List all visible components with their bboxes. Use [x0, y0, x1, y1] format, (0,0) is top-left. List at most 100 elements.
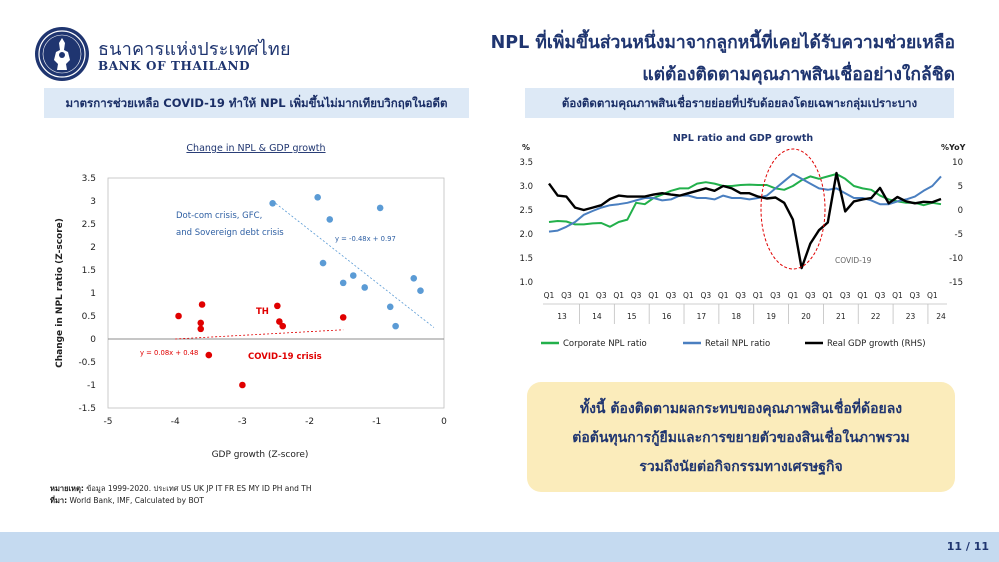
- year-tick-label: 13: [557, 312, 567, 321]
- scatter-point-covid: [239, 381, 246, 389]
- slide-headline: NPL ที่เพิ่มขึ้นส่วนหนึ่งมาจากลูกหนี้ที่…: [435, 27, 955, 91]
- crises-trend-equation: y = -0.48x + 0.97: [335, 235, 396, 243]
- left-axis-tick-label: 2.5: [519, 206, 533, 216]
- scatter-point-covid: [279, 322, 287, 330]
- quarter-tick-label: Q1: [822, 291, 833, 300]
- callout-line-2: ต่อต้นทุนการกู้ยืมและการขยายตัวของสินเชื…: [572, 430, 910, 446]
- left-panel-subheading: มาตรการช่วยเหลือ COVID-19 ทำให้ NPL เพิ่…: [44, 88, 469, 118]
- scatter-point-crises: [417, 287, 424, 294]
- headline-line-2: แต่ต้องติดตามคุณภาพสินเชื่ออย่างใกล้ชิด: [642, 65, 955, 85]
- year-tick-label: 23: [906, 312, 916, 321]
- scatter-x-tick-label: -2: [305, 417, 314, 427]
- scatter-y-axis-label: Change in NPL ratio (Z-score): [55, 218, 65, 368]
- footnote: หมายเหตุ: ข้อมูล 1999-2020. ประเทศ US UK…: [50, 483, 312, 495]
- left-axis-tick-label: 3.0: [519, 182, 533, 192]
- trend-line-covid: [175, 329, 344, 340]
- year-tick-label: 16: [662, 312, 672, 321]
- year-tick-label: 15: [627, 312, 637, 321]
- covid-trend-equation: y = 0.08x + 0.48: [140, 349, 198, 357]
- scatter-y-tick-label: 3.5: [82, 174, 96, 184]
- trend-line-crises: [272, 200, 435, 328]
- retail-npl-line: [548, 173, 942, 233]
- legend-label: Real GDP growth (RHS): [827, 339, 926, 349]
- quarter-tick-label: Q3: [666, 291, 677, 300]
- quarter-tick-label: Q1: [613, 291, 624, 300]
- crises-series-label-line-2: and Sovereign debt crisis: [176, 228, 284, 238]
- scatter-point-crises: [392, 322, 399, 330]
- legend-label: Corporate NPL ratio: [563, 339, 647, 349]
- quarter-tick-label: Q1: [857, 291, 868, 300]
- quarter-tick-label: Q3: [735, 291, 746, 300]
- year-tick-label: 21: [836, 312, 846, 321]
- quarter-tick-label: Q1: [544, 291, 555, 300]
- scatter-point-covid: [274, 302, 281, 310]
- scatter-point-crises: [349, 272, 357, 279]
- scatter-y-tick-label: 2: [90, 243, 96, 253]
- scatter-x-tick-label: -3: [238, 417, 247, 427]
- right-axis-tick-label: 10: [952, 158, 963, 168]
- quarter-tick-label: Q3: [596, 291, 607, 300]
- quarter-tick-label: Q3: [875, 291, 886, 300]
- source-text: World Bank, IMF, Calculated by BOT: [69, 496, 205, 505]
- quarter-tick-label: Q1: [648, 291, 659, 300]
- line-chart-title: NPL ratio and GDP growth: [673, 133, 814, 144]
- scatter-y-tick-label: 0.5: [82, 312, 96, 322]
- callout-line-1: ทั้งนี้ ต้องติดตามผลกระทบของคุณภาพสินเชื…: [579, 401, 903, 417]
- scatter-x-tick-label: -1: [372, 417, 381, 427]
- left-axis-tick-label: 3.5: [519, 158, 533, 168]
- scatter-chart-title: Change in NPL & GDP growth: [186, 143, 325, 154]
- quarter-tick-label: Q1: [788, 291, 799, 300]
- scatter-point-covid: [198, 301, 206, 308]
- bank-seal-logo: [35, 27, 89, 81]
- scatter-y-tick-label: -0.5: [78, 358, 96, 368]
- year-tick-label: 24: [936, 312, 946, 321]
- scatter-point-covid: [197, 319, 205, 327]
- covid-highlight-ellipse: [760, 148, 826, 270]
- right-axis-tick-label: 5: [958, 182, 963, 192]
- scatter-point-covid: [276, 318, 283, 325]
- quarter-tick-label: Q3: [910, 291, 921, 300]
- scatter-point-crises: [361, 284, 369, 291]
- page-number: 11 / 11: [946, 540, 989, 553]
- scatter-x-tick-label: -4: [171, 417, 180, 427]
- scatter-x-tick-label: 0: [441, 417, 447, 427]
- callout-box: ทั้งนี้ ต้องติดตามผลกระทบของคุณภาพสินเชื…: [527, 382, 955, 492]
- footer-bar: 11 / 11: [0, 532, 999, 562]
- scatter-y-tick-label: 0: [90, 335, 96, 345]
- year-tick-label: 17: [697, 312, 707, 321]
- quarter-tick-label: Q3: [631, 291, 642, 300]
- scatter-point-crises: [376, 204, 384, 212]
- org-name-english: BANK OF THAILAND: [98, 59, 251, 73]
- npl-gdp-line-chart: NPL ratio and GDP growth % %YoY 3.5 3.0 2.…: [519, 133, 965, 349]
- scatter-point-covid: [197, 325, 205, 333]
- right-axis-tick-label: -5: [955, 230, 963, 240]
- year-tick-label: 20: [801, 312, 811, 321]
- quarter-tick-label: Q1: [718, 291, 729, 300]
- quarter-tick-label: Q3: [770, 291, 781, 300]
- scatter-point-crises: [269, 200, 276, 207]
- scatter-point-crises: [386, 303, 394, 311]
- quarter-tick-label: Q1: [753, 291, 764, 300]
- scatter-y-tick-label: -1.5: [78, 404, 96, 414]
- quarter-tick-label: Q3: [561, 291, 572, 300]
- scatter-point-covid: [205, 351, 213, 359]
- quarter-tick-label: Q1: [683, 291, 694, 300]
- right-panel-subheading: ต้องติดตามคุณภาพสินเชื่อรายย่อยที่ปรับด้…: [525, 88, 954, 118]
- year-tick-label: 22: [871, 312, 881, 321]
- scatter-point-covid: [175, 312, 182, 320]
- right-axis-tick-label: -15: [949, 278, 963, 288]
- real-gdp-growth-line: [548, 171, 942, 270]
- callout-line-3: รวมถึงนัยต่อกิจกรรมทางเศรษฐกิจ: [639, 459, 843, 475]
- org-name-thai: ธนาคารแห่งประเทศไทย: [98, 39, 291, 60]
- quarter-tick-label: Q3: [805, 291, 816, 300]
- year-tick-label: 19: [766, 312, 776, 321]
- covid-annotation: COVID-19: [835, 256, 872, 265]
- quarter-tick-label: Q1: [579, 291, 590, 300]
- source-note: ที่มา: World Bank, IMF, Calculated by BO…: [50, 495, 204, 507]
- scatter-y-tick-label: 1.5: [82, 266, 96, 276]
- covid-series-label: COVID-19 crisis: [248, 352, 322, 362]
- thailand-point-label: TH: [256, 307, 269, 317]
- scatter-point-crises: [314, 194, 321, 201]
- quarter-tick-label: Q3: [700, 291, 711, 300]
- scatter-chart: Change in NPL & GDP growth 3.5 3 2.5 2 1.5 1 0…: [55, 143, 447, 460]
